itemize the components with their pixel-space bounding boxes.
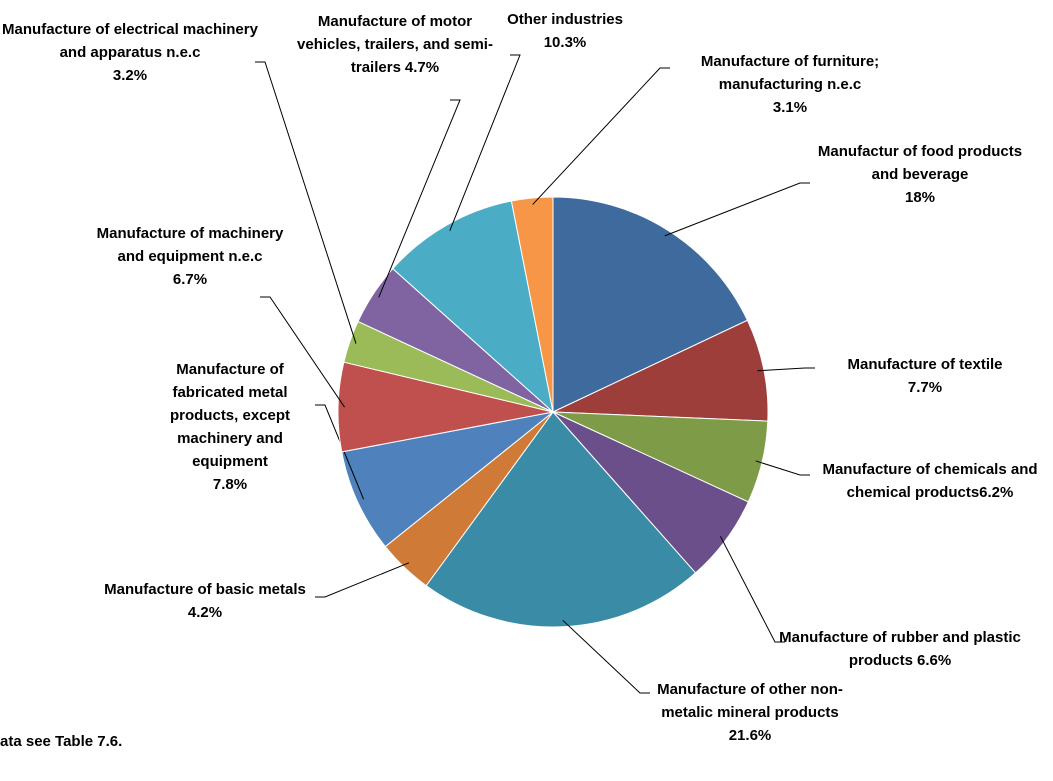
category-label: Manufacture of fabricated metal products…: [169, 361, 291, 470]
footnote: ata see Table 7.6.: [0, 733, 123, 750]
leader-line: [260, 296, 345, 408]
pie-slice: [425, 411, 697, 628]
pie-slice: [510, 196, 554, 413]
slice-label: Manufacture of basic metals 4.2%: [90, 578, 320, 624]
pie-slice: [552, 319, 769, 422]
value-label: 3.1%: [772, 99, 808, 116]
value-label: 4.2%: [187, 604, 223, 621]
category-label: Manufacture of furniture; manufacturing …: [700, 53, 880, 93]
category-label: Other industries: [507, 11, 623, 28]
slice-label: Manufactur of food products and beverage…: [805, 140, 1035, 209]
category-label: Manufacture of textile: [847, 356, 1003, 373]
pie-slice: [392, 200, 554, 414]
category-label: Manufacture of machinery and equipment n…: [96, 225, 284, 265]
slice-label: Manufacture of electrical machinery and …: [0, 18, 260, 87]
leader-line: [532, 67, 670, 205]
category-label: Manufacture of motor vehicles, trailers,…: [297, 13, 493, 76]
leader-line: [255, 61, 357, 344]
slice-label: Manufacture of motor vehicles, trailers,…: [285, 10, 505, 79]
slice-label: Other industries 10.3%: [485, 8, 645, 54]
slice-label: Manufacture of machinery and equipment n…: [90, 222, 290, 291]
leader-line: [755, 460, 810, 476]
value-label: 10.3%: [543, 34, 587, 51]
leader-line: [664, 182, 810, 237]
value-label: 18%: [904, 189, 936, 206]
leader-line: [378, 99, 461, 298]
slice-label: Manufacture of chemicals and chemical pr…: [805, 458, 1053, 504]
pie-slice: [341, 411, 554, 548]
category-label: Manufacture of basic metals: [104, 581, 306, 598]
pie-slice: [552, 196, 749, 413]
value-label: 4.7%: [404, 59, 440, 76]
value-label: 6.6%: [916, 652, 952, 669]
leader-line: [315, 404, 365, 500]
category-label: Manufacture of electrical machinery and …: [2, 21, 258, 61]
slice-label: Manufacture of furniture; manufacturing …: [660, 50, 920, 119]
leader-line: [315, 562, 410, 598]
category-label: Manufacture of other non-metalic mineral…: [657, 681, 843, 721]
leader-line: [449, 54, 521, 231]
slice-label: Manufacture of rubber and plastic produc…: [770, 626, 1030, 672]
category-label: Manufactur of food products and beverage: [817, 143, 1023, 183]
value-label: 7.7%: [907, 379, 943, 396]
value-label: 6.7%: [172, 271, 208, 288]
leader-line: [757, 367, 815, 372]
value-label: 7.8%: [212, 476, 248, 493]
category-label: Manufacture of chemicals and chemical pr…: [822, 461, 1038, 501]
category-label: Manufacture of rubber and plastic produc…: [779, 629, 1021, 669]
leader-line: [719, 536, 785, 643]
leader-line: [562, 619, 650, 694]
value-label: 21.6%: [728, 727, 772, 744]
slice-label: Manufacture of textile 7.7%: [810, 353, 1040, 399]
value-label: 3.2%: [112, 67, 148, 84]
slice-label: Manufacture of fabricated metal products…: [145, 358, 315, 496]
value-label: 6.2%: [979, 484, 1014, 501]
slice-label: Manufacture of other non-metalic mineral…: [635, 678, 865, 747]
